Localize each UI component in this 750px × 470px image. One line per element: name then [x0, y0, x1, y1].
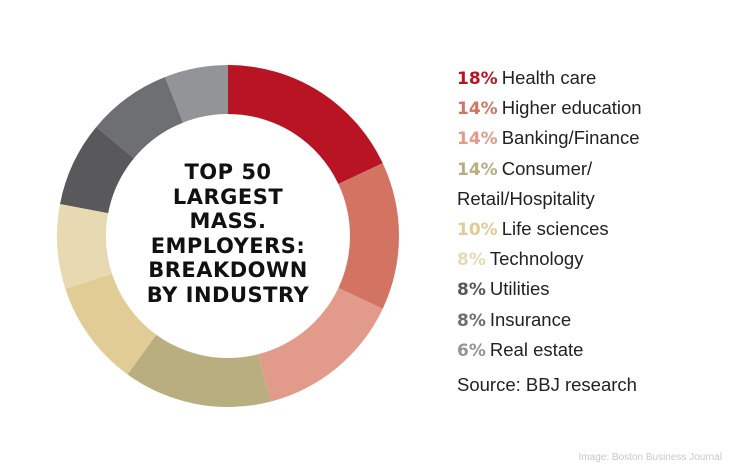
chart-title: TOP 50 LARGEST MASS. EMPLOYERS: BREAKDOW…: [118, 160, 338, 307]
slice-technology: [56, 203, 112, 289]
title-line: MASS.: [189, 209, 267, 233]
legend-label: Life sciences: [501, 217, 609, 239]
legend-item: 14% Banking/Finance: [457, 126, 642, 156]
legend-item: 14% Higher education: [457, 96, 642, 126]
legend-label: Insurance: [489, 308, 572, 330]
legend-item: 8% Insurance: [457, 308, 642, 338]
legend-label: Real estate: [489, 338, 584, 360]
legend-label: Technology: [489, 248, 584, 270]
slice-consumer: [127, 334, 271, 407]
legend-item: 8% Technology: [457, 247, 642, 277]
legend-label-continued: Retail/Hospitality: [457, 187, 595, 209]
legend-item: 10% Life sciences: [457, 217, 642, 247]
legend-percent: 14%: [457, 129, 498, 150]
slice-insurance: [96, 77, 184, 159]
slice-life-sciences: [65, 273, 157, 375]
legend-item: 8% Utilities: [457, 277, 642, 307]
slice-utilities: [60, 127, 134, 214]
legend-item: 18% Health care: [457, 66, 642, 96]
legend-percent: 8%: [457, 250, 486, 271]
legend-item: 14% Consumer/: [457, 157, 642, 187]
legend-item: 6% Real estate: [457, 338, 642, 368]
title-line: TOP 50: [184, 160, 272, 184]
legend-label: Utilities: [489, 278, 550, 300]
title-line: LARGEST: [172, 184, 284, 209]
slice-higher-education: [338, 163, 399, 309]
legend-label: Banking/Finance: [501, 127, 640, 149]
legend-percent: 6%: [457, 340, 486, 361]
legend-label: Higher education: [501, 97, 642, 119]
legend-percent: 8%: [457, 280, 486, 301]
legend-percent: 14%: [457, 159, 498, 180]
title-line: BY INDUSTRY: [146, 282, 310, 307]
source-note: Source: BBJ research: [457, 374, 637, 395]
legend-label: Health care: [501, 67, 597, 88]
slice-banking-finance: [258, 287, 383, 402]
legend-label: Consumer/: [501, 157, 593, 179]
title-line: EMPLOYERS:: [150, 233, 306, 258]
donut-chart: [56, 65, 399, 407]
legend: 18% Health care 14% Higher education 14% Bank…: [457, 66, 642, 368]
legend-percent: 14%: [457, 99, 498, 120]
legend-percent: 10%: [457, 219, 498, 240]
legend-percent: 8%: [457, 310, 486, 331]
slice-health-care: [228, 65, 383, 185]
image-credit: Image: Boston Business Journal: [578, 452, 722, 463]
legend-percent: 18%: [457, 69, 498, 89]
title-line: BREAKDOWN: [148, 258, 308, 282]
slice-real-estate: [165, 65, 228, 123]
